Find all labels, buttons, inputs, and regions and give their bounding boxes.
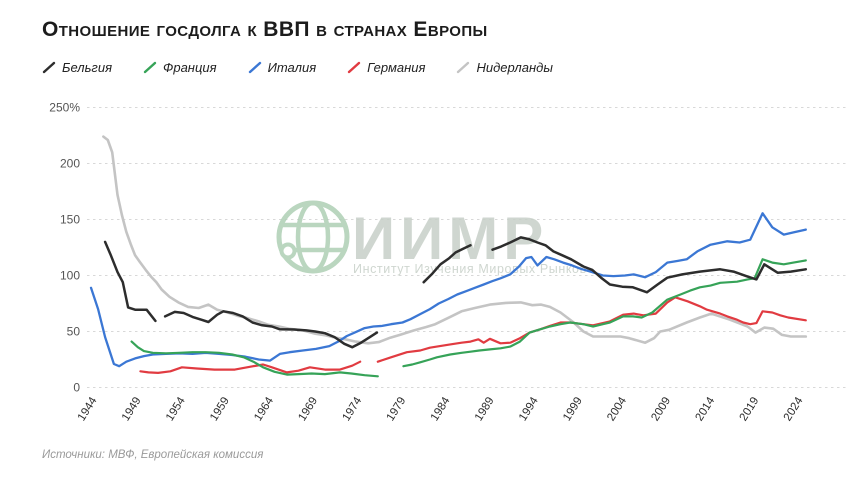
y-tick-label: 50: [67, 325, 81, 339]
legend-item-netherlands: Нидерланды: [456, 60, 553, 75]
x-tick-label: 2009: [649, 395, 673, 423]
series-line-1: [402, 258, 807, 368]
legend-item-italy: Италия: [248, 60, 317, 75]
x-tick-label: 1944: [76, 395, 100, 424]
x-tick-label: 1984: [429, 395, 453, 424]
series-line-4: [102, 135, 808, 345]
y-tick-label: 200: [60, 157, 80, 171]
source-note: Источники: МВФ, Европейская комиссия: [42, 449, 264, 461]
globe-meridian: [295, 200, 331, 274]
series-line-0: [163, 310, 379, 349]
globe-node: [279, 242, 297, 260]
legend-item-label: Франция: [163, 60, 217, 75]
line-swatch-icon: [143, 61, 157, 74]
series-line-0: [422, 244, 472, 284]
x-tick-label: 2014: [694, 395, 718, 424]
legend-item-germany: Германия: [347, 60, 425, 75]
x-tick-label: 1959: [208, 395, 232, 423]
x-tick-label: 1999: [561, 395, 585, 423]
series-line-3: [376, 296, 807, 363]
x-tick-label: 1994: [517, 395, 541, 424]
x-tick-label: 1964: [252, 395, 276, 424]
series-line-3: [139, 360, 362, 374]
line-swatch-icon: [248, 61, 261, 74]
x-tick-label: 1969: [296, 395, 320, 423]
x-tick-label: 2004: [605, 395, 629, 424]
line-swatch-icon: [347, 61, 361, 74]
series-line-0: [103, 240, 157, 323]
x-tick-label: 1954: [164, 395, 188, 424]
legend-item-france: Франция: [143, 60, 217, 75]
y-tick-label: 150: [60, 213, 80, 227]
y-tick-label: 250%: [49, 101, 80, 115]
x-tick-label: 1989: [473, 395, 497, 423]
y-tick-label: 0: [73, 381, 80, 395]
legend-item-label: Германия: [367, 60, 426, 75]
x-tick-label: 1974: [341, 395, 365, 424]
legend-item-label: Нидерланды: [476, 60, 553, 75]
series-line-1: [130, 340, 379, 378]
y-tick-label: 100: [60, 269, 80, 283]
line-swatch-icon: [457, 61, 470, 74]
watermark-subtitle: Институт Изучения Мировых Рынков: [353, 262, 587, 276]
watermark-acronym: ИИМР: [352, 205, 548, 272]
series-line-0: [491, 236, 808, 294]
legend-item-label: Италия: [267, 60, 317, 75]
watermark-globe-icon: [276, 200, 350, 274]
x-tick-label: 2019: [738, 395, 762, 423]
x-tick-label: 1949: [120, 395, 144, 423]
page-title: Отношение госдолга к ВВП в странах Европ…: [42, 18, 488, 41]
legend-item-label: Бельгия: [62, 60, 113, 75]
x-tick-label: 1979: [385, 395, 409, 423]
legend-item-belgium: Бельгия: [42, 60, 112, 75]
chart-legend: Бельгия Франция Италия Германия Нидерлан…: [42, 60, 553, 75]
line-swatch-icon: [42, 61, 56, 74]
x-tick-label: 2024: [782, 395, 806, 424]
